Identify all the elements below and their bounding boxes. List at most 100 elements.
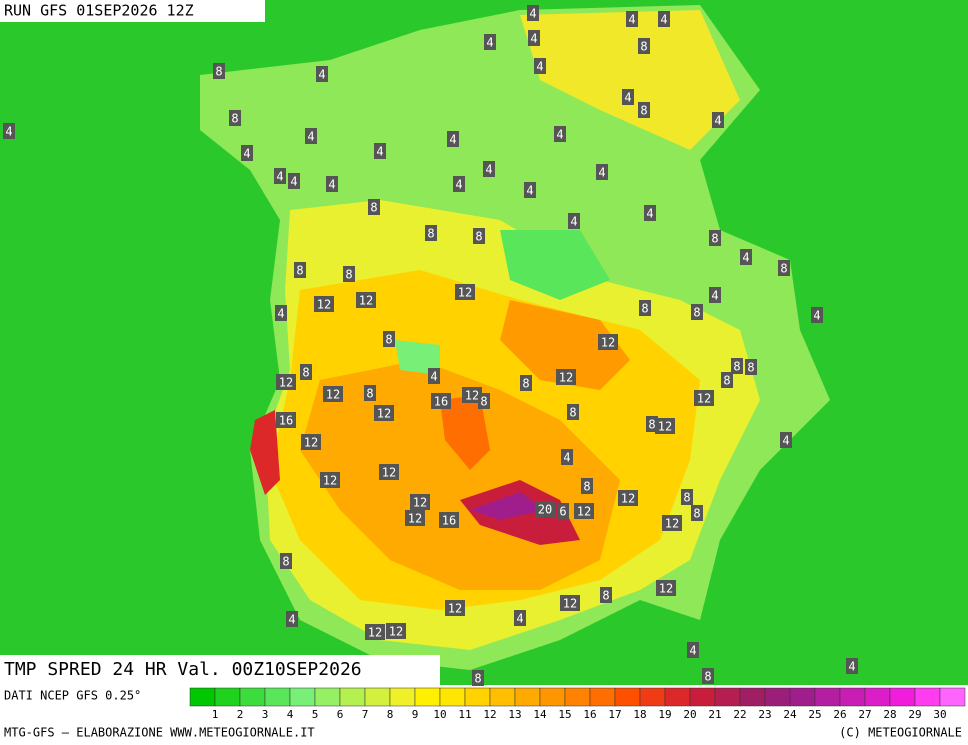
contour-label: 4 [526,184,533,198]
colorbar-tick-label: 2 [237,708,244,721]
contour-label-box [3,123,15,139]
colorbar-tick-label: 15 [558,708,571,721]
contour-label: 4 [376,145,383,159]
contour-label-box [314,296,334,312]
contour-label: 8 [640,104,647,118]
contour-label-box [655,418,675,434]
contour-label: 8 [648,418,655,432]
contour-label-box [596,164,608,180]
data-source: DATI NCEP GFS 0.25° [4,689,141,703]
contour-label-box [560,595,580,611]
colorbar-tick-label: 26 [833,708,846,721]
contour-label-box [323,386,343,402]
contour-label: 4 [646,207,653,221]
contour-label: 8 [693,306,700,320]
colorbar-box [289,687,316,707]
colorbar-tick-label: 7 [362,708,369,721]
contour-label: 8 [641,302,648,316]
contour-label: 12 [304,436,318,450]
contour-label-box [294,262,306,278]
contour-label: 8 [215,65,222,79]
contour-label: 4 [813,309,820,323]
contour-label-box [644,205,656,221]
colorbar-tick-label: 22 [733,708,746,721]
contour-label-box [658,11,670,27]
colorbar-box [364,687,391,707]
contour-label: 4 [598,166,605,180]
contour-label: 12 [279,376,293,390]
colorbar-box [939,687,966,707]
contour-label: 8 [370,201,377,215]
contour-label: 8 [475,230,482,244]
contour-label: 4 [570,215,577,229]
contour-label: 12 [665,517,679,531]
contour-label: 4 [782,434,789,448]
contour-label-box [581,478,593,494]
contour-label: 8 [723,374,730,388]
colorbar-box [739,687,766,707]
colorbar-tick-label: 14 [533,708,547,721]
contour-label-box [656,580,676,596]
colorbar-box [539,687,566,707]
contour-label-box [811,307,823,323]
contour-label-box [568,213,580,229]
contour-label-box [453,176,465,192]
contour-label: 12 [368,626,382,640]
contour-label-box [405,510,425,526]
contour-label-box [320,472,340,488]
contour-label: 8 [385,333,392,347]
contour-label-box [473,228,485,244]
contour-label-box [524,182,536,198]
colorbar-box [889,687,916,707]
map-title-box [0,655,440,685]
colorbar-tick-label: 12 [483,708,496,721]
contour-label-box [368,199,380,215]
contour-label-box [691,304,703,320]
contour-label: 8 [583,480,590,494]
contour-label-box [662,515,682,531]
contour-label-box [780,432,792,448]
contour-label: 8 [711,232,718,246]
contour-label-box [528,30,540,46]
contour-label-box [300,364,312,380]
contour-label: 20 [538,503,552,517]
contour-label-box [439,512,459,528]
contour-label-box [374,405,394,421]
contour-label-box [379,464,399,480]
contour-label: 12 [577,505,591,519]
contour-label: 4 [290,175,297,189]
colorbar-tick-label: 16 [583,708,596,721]
colorbar-box [464,687,491,707]
contour-label: 8 [693,507,700,521]
colorbar-tick-label: 21 [708,708,721,721]
contour-label: 12 [563,597,577,611]
contour-label-box [462,387,482,403]
contour-label: 8 [747,361,754,375]
colorbar-box [714,687,741,707]
contour-label-box [534,58,546,74]
contour-label-box [410,494,430,510]
contour-label: 4 [243,147,250,161]
contour-label: 8 [282,555,289,569]
contour-label-box [639,300,651,316]
contour-label: 8 [733,360,740,374]
contour-label-box [712,112,724,128]
contour-label: 12 [389,625,403,639]
contour-label: 4 [556,128,563,142]
colorbar-tick-label: 10 [433,708,446,721]
contour-label: 4 [485,163,492,177]
contour-label-box [455,284,475,300]
contour-label: 4 [516,612,523,626]
contour-label: 12 [458,286,472,300]
contour-label-box [356,292,376,308]
contour-label-box [626,11,638,27]
contour-label-box [622,89,634,105]
contour-label-box [557,503,569,519]
contour-label: 16 [434,395,448,409]
contour-label: 4 [318,68,325,82]
contour-label: 12 [382,466,396,480]
contour-label-box [364,385,376,401]
contour-label-box [286,611,298,627]
contour-label: 12 [621,492,635,506]
contour-label-box [276,374,296,390]
